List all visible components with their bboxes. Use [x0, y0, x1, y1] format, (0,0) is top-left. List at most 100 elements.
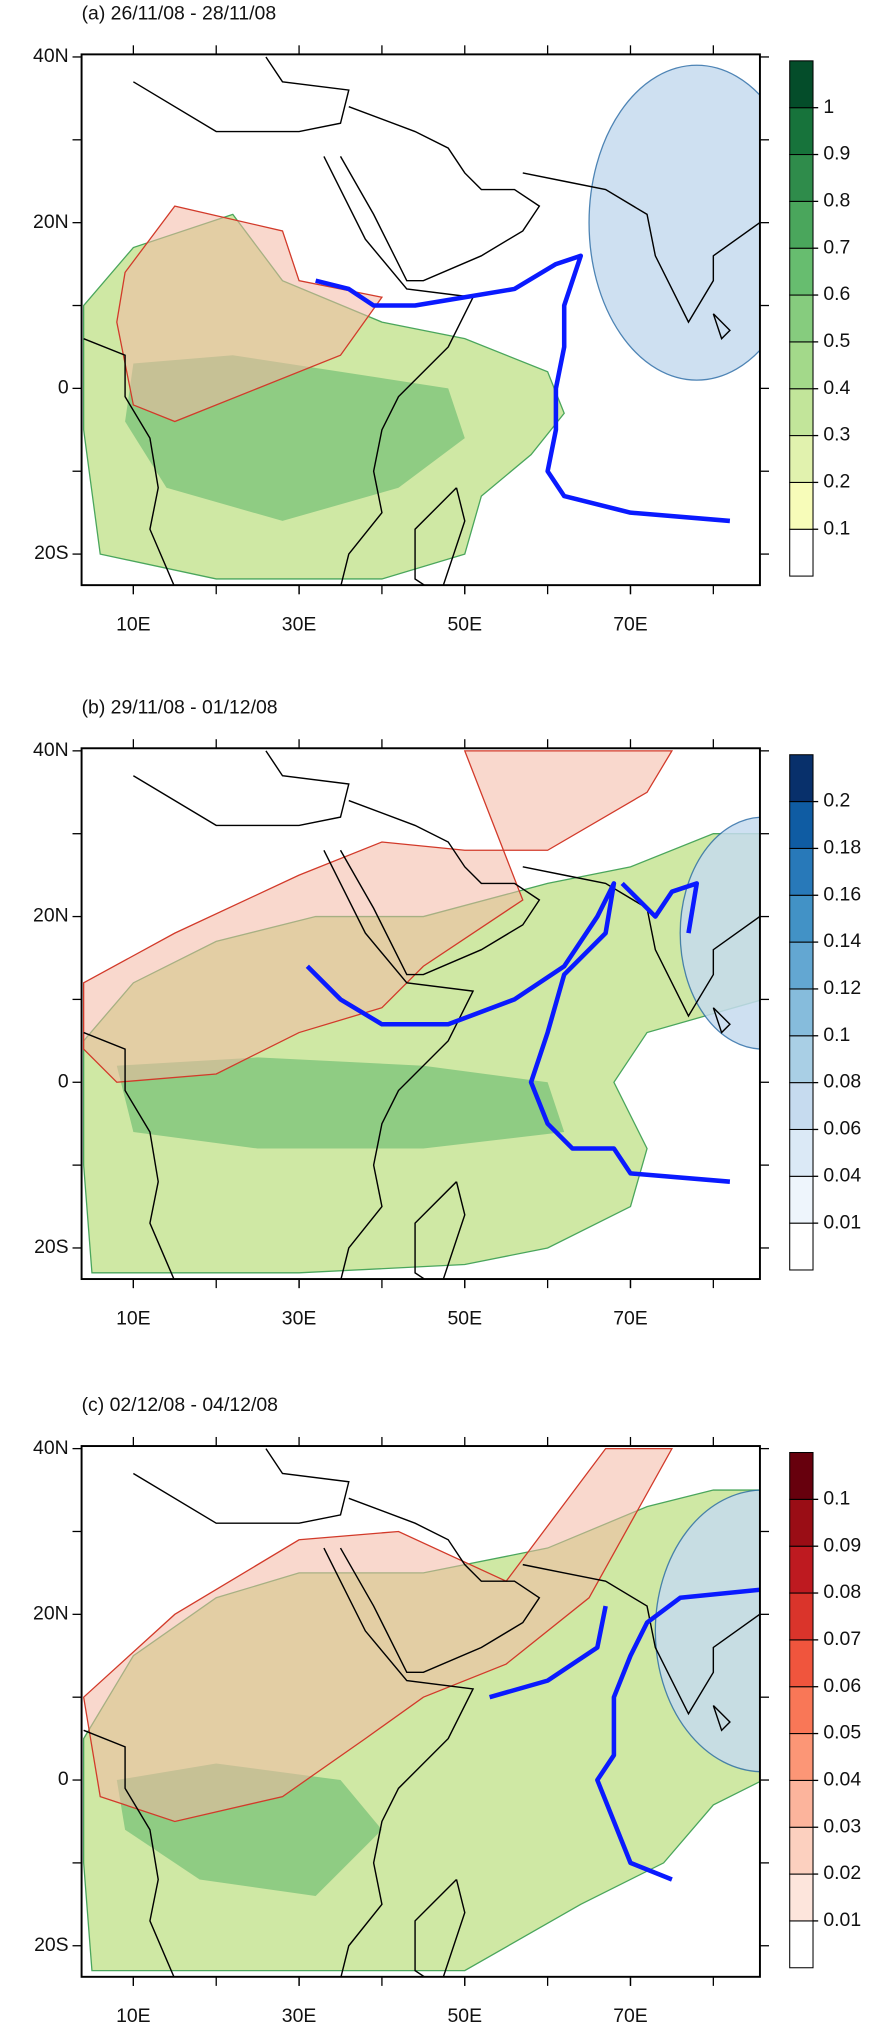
colorbar-box	[789, 341, 814, 390]
trajectory	[620, 881, 700, 934]
coastline	[83, 1031, 175, 1280]
colorbar-label: 0.6	[823, 283, 850, 305]
colorbar-label: 0.04	[823, 1164, 861, 1186]
colorbar-label: 0.04	[823, 1769, 861, 1791]
colorbar-box	[789, 107, 814, 156]
colorbar-box	[789, 1733, 814, 1781]
colorbar-box	[789, 1498, 814, 1547]
map	[83, 750, 760, 1280]
colorbar-box	[789, 801, 814, 849]
colorbar-box	[789, 1451, 814, 1500]
lon-label: 50E	[448, 1307, 483, 1329]
colorbar-label: 0.01	[823, 1909, 861, 1931]
colorbar-label: 0.2	[823, 471, 850, 493]
colorbar-label: 0.3	[823, 424, 850, 446]
colorbar-label: 0.9	[823, 143, 850, 165]
lat-label: 0	[58, 376, 69, 398]
colorbar-box	[789, 847, 814, 896]
colorbar-label: 0.02	[823, 1862, 861, 1884]
map-frame	[80, 1445, 761, 1978]
colorbar-label: 0.12	[823, 977, 861, 999]
colorbar-box	[789, 528, 814, 577]
coastline	[339, 1497, 541, 1674]
colorbar-label: 0.07	[823, 1628, 861, 1650]
coastline	[414, 1181, 466, 1280]
lat-label: 20S	[34, 1236, 69, 1258]
trajectory	[305, 881, 731, 1184]
colorbar-box	[789, 1920, 814, 1969]
lat-label: 20N	[33, 905, 69, 927]
colorbar-box	[789, 1035, 814, 1084]
map-frame	[80, 747, 761, 1281]
lon-label: 30E	[282, 2005, 317, 2027]
colorbar-box	[789, 1592, 814, 1641]
lat-label: 40N	[33, 1437, 69, 1459]
lon-label: 70E	[613, 613, 648, 635]
colorbar-box	[789, 1779, 814, 1828]
colorbar-box	[789, 247, 814, 296]
coastline	[712, 1704, 731, 1732]
coastline	[132, 56, 350, 133]
lon-label: 10E	[116, 2005, 151, 2027]
lat-label: 40N	[33, 739, 69, 761]
colorbar-label: 0.14	[823, 930, 861, 952]
lat-label: 20N	[33, 211, 69, 233]
coastline	[712, 313, 731, 340]
coastline	[323, 1547, 475, 1977]
colorbar-label: 0.1	[823, 517, 850, 539]
red-field	[82, 1447, 674, 1823]
colorbar-box	[789, 1826, 814, 1875]
coastline	[712, 1007, 731, 1034]
colorbar-box	[789, 754, 814, 803]
coastline	[522, 172, 760, 324]
panel-title: (c) 02/12/08 - 04/12/08	[82, 1394, 278, 1416]
blue-field	[588, 64, 760, 381]
colorbar-label: 0.2	[823, 790, 850, 812]
colorbar-label: 0.8	[823, 189, 850, 211]
colorbar-box	[789, 154, 814, 202]
green-core	[116, 1057, 565, 1149]
blue-field	[679, 816, 760, 1050]
lon-label: 50E	[448, 2005, 483, 2027]
colorbar-label: 0.1	[823, 1487, 850, 1509]
lon-label: 10E	[116, 1307, 151, 1329]
colorbar-box	[789, 388, 814, 437]
map-frame	[80, 53, 761, 587]
coastline	[83, 1729, 175, 1977]
lat-label: 0	[58, 1070, 69, 1092]
coastline	[414, 487, 466, 586]
colorbar-box	[789, 435, 814, 483]
colorbar-label: 0.1	[823, 1024, 850, 1046]
coastline	[522, 866, 760, 1018]
coastline	[339, 799, 541, 976]
coastline	[323, 849, 475, 1280]
lon-label: 30E	[282, 613, 317, 635]
colorbar-label: 0.08	[823, 1071, 861, 1093]
colorbar-box	[789, 1128, 814, 1177]
coastline	[83, 337, 175, 586]
coastline	[323, 156, 475, 586]
lat-label: 20S	[34, 1934, 69, 1956]
colorbar-box	[789, 988, 814, 1037]
colorbar-box	[789, 481, 814, 530]
colorbar-box	[789, 1545, 814, 1594]
colorbar-box	[789, 941, 814, 990]
colorbar-label: 0.03	[823, 1815, 861, 1837]
colorbar-box	[789, 1686, 814, 1735]
colorbar-label: 0.01	[823, 1211, 861, 1233]
lat-label: 40N	[33, 45, 69, 67]
colorbar-label: 0.06	[823, 1118, 861, 1140]
panel-title: (b) 29/11/08 - 01/12/08	[82, 696, 278, 718]
lon-label: 10E	[116, 613, 151, 635]
lon-label: 70E	[613, 2005, 648, 2027]
lon-label: 70E	[613, 1307, 648, 1329]
colorbar-box	[789, 894, 814, 943]
colorbar-label: 0.05	[823, 1722, 861, 1744]
coastline	[414, 1878, 466, 1977]
trajectory	[595, 1587, 760, 1882]
lon-label: 50E	[448, 613, 483, 635]
colorbar-label: 0.7	[823, 236, 850, 258]
colorbar-label: 0.08	[823, 1581, 861, 1603]
